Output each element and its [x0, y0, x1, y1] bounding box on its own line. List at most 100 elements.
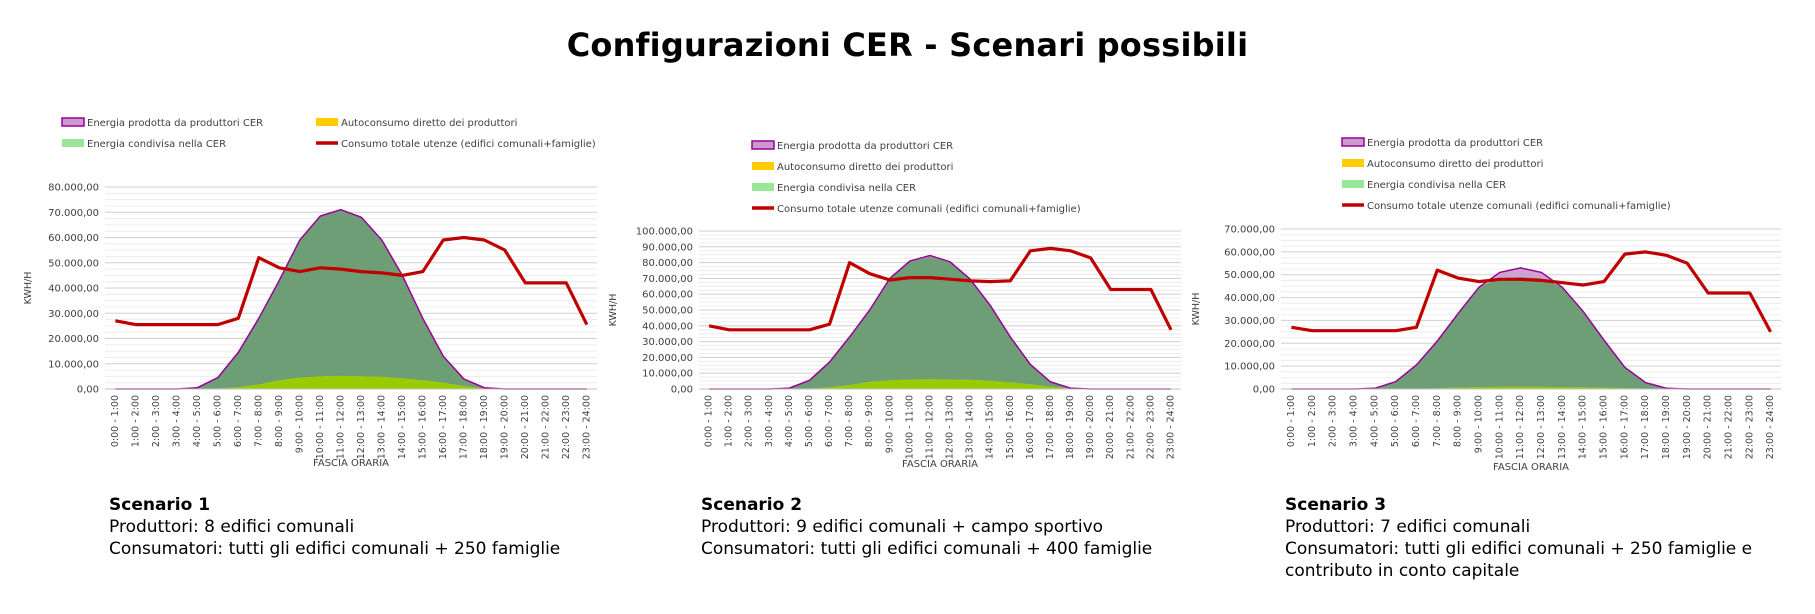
legend-label: Autoconsumo diretto dei produttori	[1367, 159, 1543, 170]
legend-label: Autoconsumo diretto dei produttori	[341, 118, 517, 129]
x-tick-label: 6:00 - 7:00	[233, 395, 244, 447]
y-tick-label: 0,00	[671, 385, 693, 396]
legend-label: Energia condivisa nella CER	[1367, 180, 1506, 191]
y-tick-label: 10.000,00	[48, 359, 99, 370]
area-shared-energy	[709, 256, 1171, 389]
x-tick-label: 11:00 - 12:00	[335, 395, 346, 459]
line-total-consumption	[708, 246, 1173, 332]
x-tick-label: 1:00 - 2:00	[724, 395, 735, 447]
x-tick-label: 14:00 - 15:00	[397, 395, 408, 459]
y-tick-label: 20.000,00	[48, 334, 99, 345]
x-tick-label: 4:00 - 5:00	[784, 395, 795, 447]
legend-item: Autoconsumo diretto dei produttori	[1342, 159, 1543, 170]
scenario-title: Scenario 1	[109, 495, 211, 515]
legend-label: Energia condivisa nella CER	[777, 183, 916, 194]
legend-swatch	[752, 162, 774, 170]
chart-scenario-1: 0,00 10.000,00 20.000,00 30.000,00 40.000,00…	[23, 117, 597, 469]
y-tick-label: 20.000,00	[642, 353, 693, 364]
x-tick-label: 2:00 - 3:00	[151, 395, 162, 447]
x-tick-label: 13:00 - 14:00	[376, 395, 387, 459]
x-tick-label: 23:00 - 24:00	[581, 395, 592, 459]
legend-swatch	[62, 139, 84, 147]
scenario-producers: Produttori: 7 edifici comunali	[1285, 517, 1531, 537]
legend-item: Energia condivisa nella CER	[62, 139, 226, 150]
y-tick-label: 60.000,00	[642, 290, 693, 301]
legend-item: Energia prodotta da produttori CER	[751, 140, 953, 152]
x-tick-label: 9:00 - 10:00	[294, 395, 305, 453]
x-tick-label: 15:00 - 16:00	[1005, 395, 1016, 459]
x-tick-label: 13:00 - 14:00	[965, 395, 976, 459]
y-tick-label: 90.000,00	[642, 242, 693, 253]
y-tick-label: 40.000,00	[48, 284, 99, 295]
legend-item: Autoconsumo diretto dei produttori	[752, 162, 953, 173]
x-tick-label: 3:00 - 4:00	[1348, 395, 1359, 447]
legend-item: Energia prodotta da produttori CER	[61, 117, 263, 129]
x-tick-label: 3:00 - 4:00	[171, 395, 182, 447]
x-tick-label: 18:00 - 19:00	[1661, 395, 1672, 459]
x-tick-label: 4:00 - 5:00	[1369, 395, 1380, 447]
x-tick-label: 19:00 - 20:00	[1682, 395, 1693, 459]
x-tick-label: 18:00 - 19:00	[1065, 395, 1076, 459]
x-tick-label: 10:00 - 11:00	[904, 395, 915, 459]
x-tick-label: 22:00 - 23:00	[1145, 395, 1156, 459]
y-tick-label: 0,00	[1253, 385, 1275, 396]
legend-label: Energia prodotta da produttori CER	[1367, 138, 1543, 149]
x-tick-label: 17:00 - 18:00	[458, 395, 469, 459]
area-shared-energy	[1291, 277, 1771, 389]
x-tick-label: 12:00 - 13:00	[356, 395, 367, 459]
x-tick-label: 4:00 - 5:00	[192, 395, 203, 447]
legend-label: Autoconsumo diretto dei produttori	[777, 162, 953, 173]
x-tick-label: 23:00 - 24:00	[1765, 395, 1776, 459]
y-tick-label: 0,00	[77, 385, 99, 396]
y-tick-label: 50.000,00	[1224, 270, 1275, 281]
legend-item: Energia condivisa nella CER	[752, 183, 916, 194]
x-axis-title: FASCIA ORARIA	[313, 458, 389, 469]
x-tick-label: 13:00 - 14:00	[1557, 395, 1568, 459]
legend-item: Consumo totale utenze (edifici comunali+…	[316, 139, 596, 150]
x-tick-label: 11:00 - 12:00	[1515, 395, 1526, 459]
x-tick-label: 22:00 - 23:00	[1744, 395, 1755, 459]
y-tick-label: 30.000,00	[48, 309, 99, 320]
x-tick-label: 7:00 - 8:00	[253, 395, 264, 447]
y-tick-label: 10.000,00	[642, 369, 693, 380]
y-tick-label: 40.000,00	[1224, 293, 1275, 304]
scenario-producers: Produttori: 8 edifici comunali	[109, 517, 355, 537]
line-total-consumption	[115, 235, 589, 327]
line-total-consumption	[1291, 250, 1773, 333]
x-tick-label: 16:00 - 17:00	[1025, 395, 1036, 459]
x-tick-label: 16:00 - 17:00	[438, 395, 449, 459]
x-tick-label: 12:00 - 13:00	[945, 395, 956, 459]
x-tick-label: 18:00 - 19:00	[479, 395, 490, 459]
y-tick-label: 80.000,00	[642, 258, 693, 269]
y-tick-label: 20.000,00	[1224, 339, 1275, 350]
legend-swatch	[61, 117, 85, 127]
x-tick-label: 6:00 - 7:00	[824, 395, 835, 447]
legend-item: Energia condivisa nella CER	[1342, 180, 1506, 191]
x-tick-label: 6:00 - 7:00	[1411, 395, 1422, 447]
y-tick-label: 80.000,00	[48, 183, 99, 194]
x-tick-label: 0:00 - 1:00	[110, 395, 121, 447]
x-tick-label: 7:00 - 8:00	[844, 395, 855, 447]
area-self-consumption	[709, 379, 1171, 389]
legend-item: Consumo totale utenze comunali (edifici …	[752, 204, 1081, 215]
x-tick-label: 17:00 - 18:00	[1045, 395, 1056, 459]
x-axis-title: FASCIA ORARIA	[1493, 462, 1569, 473]
x-tick-label: 1:00 - 2:00	[1307, 395, 1318, 447]
x-tick-label: 7:00 - 8:00	[1432, 395, 1443, 447]
x-tick-label: 8:00 - 9:00	[864, 395, 875, 447]
y-tick-label: 60.000,00	[1224, 247, 1275, 258]
chart-scenario-3: 0,00 10.000,00 20.000,00 30.000,00 40.000,00…	[1191, 137, 1781, 473]
scenario-caption-2: Scenario 2 Produttori: 9 edifici comunal…	[701, 494, 1152, 560]
legend-label: Consumo totale utenze (edifici comunali+…	[341, 139, 596, 150]
legend-label: Energia condivisa nella CER	[87, 139, 226, 150]
x-axis-title: FASCIA ORARIA	[902, 459, 978, 470]
x-tick-label: 14:00 - 15:00	[985, 395, 996, 459]
x-tick-label: 20:00 - 21:00	[1703, 395, 1714, 459]
x-tick-label: 9:00 - 10:00	[884, 395, 895, 453]
scenario-caption-1: Scenario 1 Produttori: 8 edifici comunal…	[109, 494, 560, 560]
legend-swatch	[316, 118, 338, 126]
x-tick-label: 11:00 - 12:00	[924, 395, 935, 459]
scenario-producers: Produttori: 9 edifici comunali + campo s…	[701, 517, 1104, 537]
x-tick-label: 22:00 - 23:00	[561, 395, 572, 459]
